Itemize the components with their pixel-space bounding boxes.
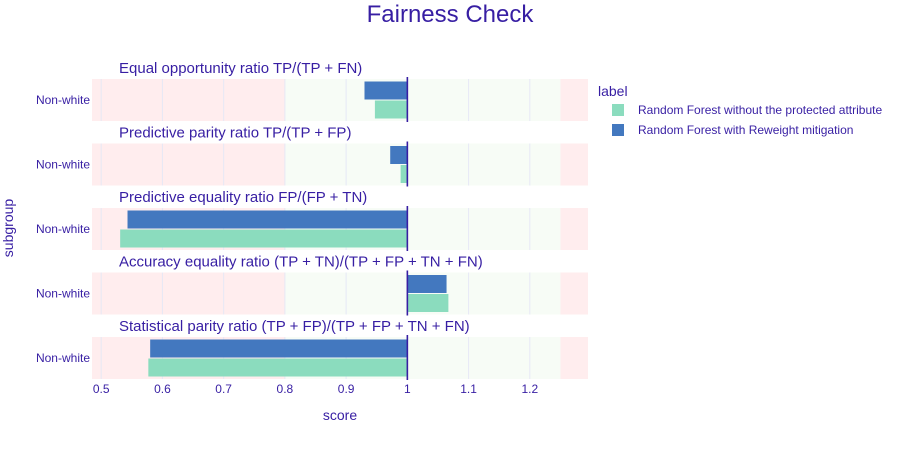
x-tick-label: 1.1 (460, 382, 477, 396)
x-tick-label: 0.8 (277, 382, 294, 396)
unfair-region-left (92, 79, 285, 121)
fair-region (284, 143, 561, 186)
unfair-region-right (560, 272, 588, 315)
fair-region (284, 79, 561, 121)
legend-items: Random Forest without the protected attr… (612, 103, 882, 137)
bar-without-protected (120, 229, 408, 248)
chart-panels: Non-white Equal opportunity ratio TP/(TP … (36, 60, 588, 380)
bar-without-protected (148, 358, 408, 377)
unfair-region-left (92, 272, 285, 315)
x-axis-ticks: 0.5 0.6 0.7 0.8 0.9 1 1.1 1.2 (93, 382, 539, 396)
panel-title: Equal opportunity ratio TP/(TP + FN) (119, 60, 362, 77)
unfair-region-left (92, 143, 285, 186)
legend-title: label (598, 83, 628, 99)
y-tick-label: Non-white (36, 287, 90, 301)
x-tick-label: 0.5 (93, 382, 110, 396)
panel-title: Statistical parity ratio (TP + FP)/(TP +… (119, 318, 470, 335)
panel-predictive-parity-ratio: Non-white Predictive parity ratio TP/(TP … (36, 125, 588, 187)
panel-equal-opportunity-ratio: Non-white Equal opportunity ratio TP/(TP … (36, 60, 588, 122)
legend-label: Random Forest with Reweight mitigation (638, 123, 853, 137)
y-tick-label: Non-white (36, 351, 90, 365)
panel-title: Predictive parity ratio TP/(TP + FP) (119, 125, 351, 142)
x-axis-label: score (323, 407, 357, 423)
panel-title: Accuracy equality ratio (TP + TN)/(TP + … (119, 254, 483, 271)
y-tick-label: Non-white (36, 158, 90, 172)
legend-label: Random Forest without the protected attr… (638, 103, 882, 117)
panel-predictive-equality-ratio: Non-white Predictive equality ratio FP/(F… (36, 189, 588, 251)
y-tick-label: Non-white (36, 93, 90, 107)
panel-accuracy-equality-ratio: Non-white Accuracy equality ratio (TP + T… (36, 254, 588, 316)
panel-statistical-parity-ratio: Non-white Statistical parity ratio (TP + … (36, 318, 588, 380)
bar-without-protected (407, 294, 449, 312)
bar-without-protected (400, 165, 408, 183)
bar-reweight (364, 81, 408, 100)
x-tick-label: 0.7 (215, 382, 232, 396)
y-tick-label: Non-white (36, 222, 90, 236)
unfair-region-right (560, 79, 588, 121)
bar-reweight (127, 210, 408, 229)
bar-reweight (407, 275, 447, 293)
y-axis-label: subgroup (0, 199, 16, 258)
panel-title: Predictive equality ratio FP/(FP + TN) (119, 189, 367, 206)
chart-title: Fairness Check (367, 1, 535, 28)
legend-swatch (612, 124, 624, 136)
x-tick-label: 1.2 (521, 382, 538, 396)
x-tick-label: 0.9 (338, 382, 355, 396)
bar-without-protected (374, 100, 408, 119)
x-tick-label: 0.6 (154, 382, 171, 396)
unfair-region-right (560, 337, 588, 379)
x-tick-label: 1 (404, 382, 411, 396)
unfair-region-right (560, 208, 588, 250)
legend-swatch (612, 104, 624, 116)
legend: label Random Forest without the protecte… (598, 83, 882, 137)
unfair-region-right (560, 143, 588, 186)
bar-reweight (150, 339, 408, 358)
bar-reweight (390, 146, 408, 164)
